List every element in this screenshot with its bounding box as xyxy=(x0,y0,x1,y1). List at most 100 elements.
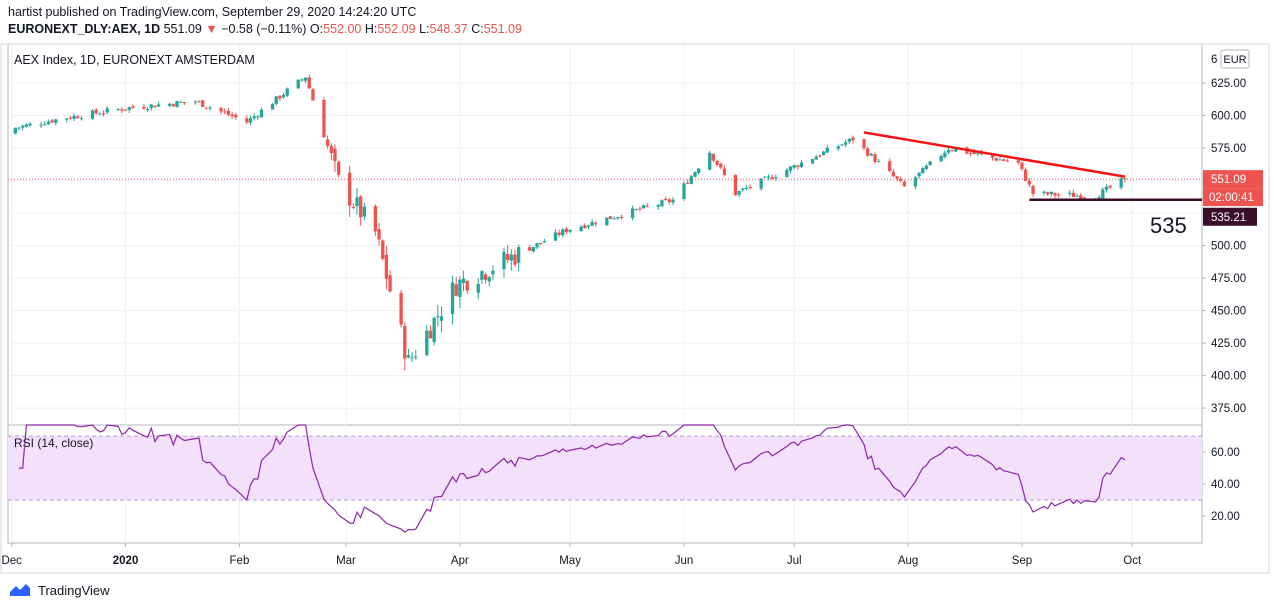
candle-body xyxy=(1119,178,1123,188)
candle-body xyxy=(535,243,539,248)
candle-body xyxy=(954,148,958,152)
candle-body xyxy=(491,270,495,275)
candle-body xyxy=(847,138,851,142)
candle-body xyxy=(888,161,892,171)
candle-body xyxy=(869,153,874,156)
candle-body xyxy=(943,152,947,158)
candle-body xyxy=(487,277,491,282)
candle-body xyxy=(605,217,609,226)
candle-body xyxy=(1027,180,1031,185)
candle-body xyxy=(381,240,385,259)
candle-body xyxy=(579,226,583,231)
high-value: 552.09 xyxy=(377,22,416,36)
candle-body xyxy=(1108,185,1112,188)
resistance-trendline[interactable] xyxy=(863,131,1126,178)
price-tick-label: 375.00 xyxy=(1211,403,1246,415)
open-label: O: xyxy=(309,22,324,36)
chart-title: AEX Index, 1D, EURONEXT AMSTERDAM xyxy=(14,53,255,67)
candle-body xyxy=(303,77,308,81)
candle-body xyxy=(90,110,95,119)
candle-body xyxy=(245,118,249,123)
change-value: −0.58 (−0.11%) xyxy=(221,22,307,36)
support-price-box xyxy=(1203,207,1257,226)
rsi-title: RSI (14, close) xyxy=(14,436,93,450)
candle-body xyxy=(131,106,135,108)
time-tick-label: Jul xyxy=(787,555,802,567)
candle-body xyxy=(24,124,29,127)
candle-body xyxy=(502,251,506,270)
candle-body xyxy=(990,154,995,158)
candle-body xyxy=(1097,197,1101,200)
candle-body xyxy=(630,208,635,219)
candle-body xyxy=(43,124,47,126)
candle-body xyxy=(94,109,98,114)
candle-body xyxy=(553,232,558,241)
candle-body xyxy=(877,161,881,163)
candle-body xyxy=(428,330,433,339)
rsi-tick-label: 40.00 xyxy=(1211,479,1240,491)
candle-body xyxy=(325,139,330,146)
price-tick-label: 425.00 xyxy=(1211,338,1246,350)
candle-body xyxy=(733,174,738,196)
candle-body xyxy=(638,208,642,210)
candle-body xyxy=(539,242,543,244)
candle-body xyxy=(234,114,238,118)
candle-body xyxy=(248,118,253,123)
candle-body xyxy=(388,275,392,292)
candle-body xyxy=(307,77,311,89)
candle-body xyxy=(689,176,693,184)
price-tick-label-partial: 6 xyxy=(1211,54,1217,66)
candle-body xyxy=(480,271,484,280)
candle-body xyxy=(179,101,183,103)
time-tick-label: Oct xyxy=(1123,555,1142,567)
candle-body xyxy=(351,206,355,208)
chart-border xyxy=(0,43,1270,574)
low-label: L: xyxy=(419,22,430,36)
candle-body xyxy=(384,254,389,279)
candle-body xyxy=(410,357,414,359)
candle-body xyxy=(594,223,598,225)
candle-body xyxy=(79,118,84,120)
candle-body xyxy=(814,156,818,160)
last-price: 551.09 xyxy=(163,22,202,36)
candle-body xyxy=(693,172,697,177)
candle-body xyxy=(939,155,943,162)
candle-body xyxy=(818,155,822,157)
symbol-name[interactable]: EURONEXT_DLY:AEX, 1D xyxy=(8,22,161,36)
candle-body xyxy=(414,356,418,358)
candle-body xyxy=(697,168,701,173)
candle-body xyxy=(1031,185,1035,194)
support-annotation[interactable]: 535 xyxy=(1150,213,1187,238)
close-value: 551.09 xyxy=(483,22,522,36)
candle-body xyxy=(719,163,723,168)
candle-body xyxy=(1046,192,1050,195)
candle-body xyxy=(182,102,186,104)
last-price-box xyxy=(1203,170,1263,189)
countdown-box xyxy=(1203,188,1263,207)
candle-body xyxy=(682,183,686,199)
candle-body xyxy=(722,168,727,175)
footer-brand[interactable]: TradingView xyxy=(8,582,110,598)
candle-body xyxy=(101,113,106,115)
candle-body xyxy=(924,165,929,169)
candle-body xyxy=(21,125,25,128)
candle-body xyxy=(619,216,624,218)
time-tick-label: Sep xyxy=(1012,555,1032,567)
rsi-tick-label: 60.00 xyxy=(1211,447,1240,459)
candle-body xyxy=(311,89,315,101)
candle-body xyxy=(68,117,73,119)
candle-body xyxy=(123,109,128,111)
candle-body xyxy=(509,254,513,261)
candle-body xyxy=(65,118,69,120)
candle-body xyxy=(50,120,54,123)
currency-button[interactable] xyxy=(1220,49,1250,69)
candle-body xyxy=(476,284,480,293)
candle-body xyxy=(336,161,341,175)
candle-body xyxy=(72,115,76,119)
candle-body xyxy=(994,158,998,161)
candle-body xyxy=(359,196,363,218)
candle-body xyxy=(1079,195,1083,199)
candle-body xyxy=(204,107,209,109)
candle-body xyxy=(197,101,201,103)
